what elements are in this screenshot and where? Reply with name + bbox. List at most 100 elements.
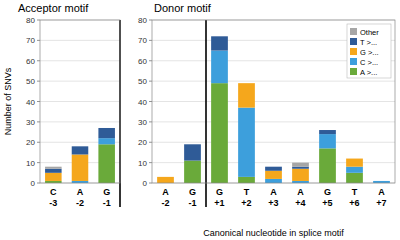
category-label-line: A (77, 187, 84, 197)
bar-segment (292, 167, 309, 169)
tick-mark (37, 20, 40, 21)
tick-mark (149, 162, 152, 163)
tick-mark (149, 121, 152, 122)
bar-segment (346, 158, 363, 159)
category-label: C-3 (49, 187, 57, 208)
bar-segment (292, 163, 309, 167)
title: Acceptor motif (18, 2, 89, 14)
bar-segment (265, 166, 282, 167)
grid-line (40, 101, 120, 102)
category-label-line: G (324, 187, 331, 197)
bar-segment (265, 179, 282, 183)
category-label-line: A (270, 187, 277, 197)
legend-label: G >... (360, 48, 379, 57)
x-axis-label: Canonical nucleotide in splice motif (203, 228, 344, 238)
legend-swatch (350, 38, 357, 45)
tick-mark (37, 81, 40, 82)
grid-line (152, 101, 395, 102)
bar-segment (373, 180, 390, 181)
tick-mark (37, 101, 40, 102)
tick-mark (149, 20, 152, 21)
bar-segment (346, 173, 363, 183)
bar-segment (346, 158, 363, 159)
bar-segment (373, 180, 390, 181)
figure: Acceptor motif01020304050607080C-3A-2G-1… (0, 0, 400, 240)
category-label-line: -2 (161, 198, 169, 208)
category-label: A-2 (76, 187, 84, 208)
bar-segment (211, 36, 228, 37)
tick-mark (149, 142, 152, 143)
bar-segment (238, 83, 255, 107)
category-label-line: +4 (295, 198, 305, 208)
category-label-line: T (244, 187, 250, 197)
tick-mark (149, 60, 152, 61)
category-label-line: -3 (49, 198, 57, 208)
bar-segment (319, 148, 336, 183)
y-axis-label: Number of SNVs (3, 67, 13, 135)
tick-label: 20 (138, 138, 147, 147)
tick-mark (149, 81, 152, 82)
bar-segment (265, 167, 282, 171)
tick-mark (149, 40, 152, 41)
tick-mark (37, 142, 40, 143)
category-label-line: -2 (76, 198, 84, 208)
bars (45, 128, 115, 183)
bar-segment (346, 159, 363, 167)
legend-swatch (350, 48, 357, 55)
bar-segment (211, 83, 228, 183)
category-label-line: C (50, 187, 57, 197)
bar-segment (157, 176, 174, 177)
category-label-line: A (162, 187, 169, 197)
bar-segment (45, 169, 62, 173)
tick-label: 60 (26, 57, 35, 66)
category-label-line: +5 (322, 198, 332, 208)
tick-mark (149, 183, 152, 184)
bar-segment (211, 36, 228, 50)
tick-label: 30 (138, 118, 147, 127)
bar-segment (211, 51, 228, 84)
tick-label: 70 (138, 36, 147, 45)
category-label: T+2 (241, 187, 251, 208)
bar-segment (98, 144, 115, 183)
grid-line (40, 121, 120, 122)
plot-frame (152, 20, 395, 183)
legend-label: T >... (360, 38, 377, 47)
bar-segment (157, 177, 174, 183)
bar-segment (98, 128, 115, 138)
bar-segment (45, 167, 62, 169)
grid-line (152, 121, 395, 122)
tick-label: 40 (26, 98, 35, 107)
bar-segment (184, 144, 201, 160)
category-label: A+7 (376, 187, 386, 208)
category-label-line: A (378, 187, 385, 197)
category-label-line: G (189, 187, 196, 197)
legend-swatch (350, 68, 357, 75)
tick-label: 80 (26, 16, 35, 25)
tick-label: 50 (138, 77, 147, 86)
tick-label: 60 (138, 57, 147, 66)
bar-segment (319, 134, 336, 148)
tick-label: 50 (26, 77, 35, 86)
legend-box (347, 24, 391, 78)
tick-mark (37, 40, 40, 41)
tick-mark (37, 183, 40, 184)
tick-mark (37, 162, 40, 163)
bar-segment (292, 169, 309, 181)
bar-segment (319, 130, 336, 131)
tick-label: 20 (26, 138, 35, 147)
grid-line (152, 142, 395, 143)
category-label-line: G (103, 187, 110, 197)
tick-label: 80 (138, 16, 147, 25)
bar-segment (45, 173, 62, 181)
title: Donor motif (154, 2, 212, 14)
category-label-line: T (352, 187, 358, 197)
bar-segment (157, 176, 174, 177)
tick-label: 0 (143, 179, 148, 188)
category-label-line: A (297, 187, 304, 197)
category-label-line: G (216, 187, 223, 197)
legend-swatch (350, 28, 357, 35)
bar-segment (238, 177, 255, 183)
category-label-line: -1 (188, 198, 196, 208)
panel: Acceptor motif01020304050607080C-3A-2G-1… (3, 2, 120, 208)
bar-segment (238, 108, 255, 177)
